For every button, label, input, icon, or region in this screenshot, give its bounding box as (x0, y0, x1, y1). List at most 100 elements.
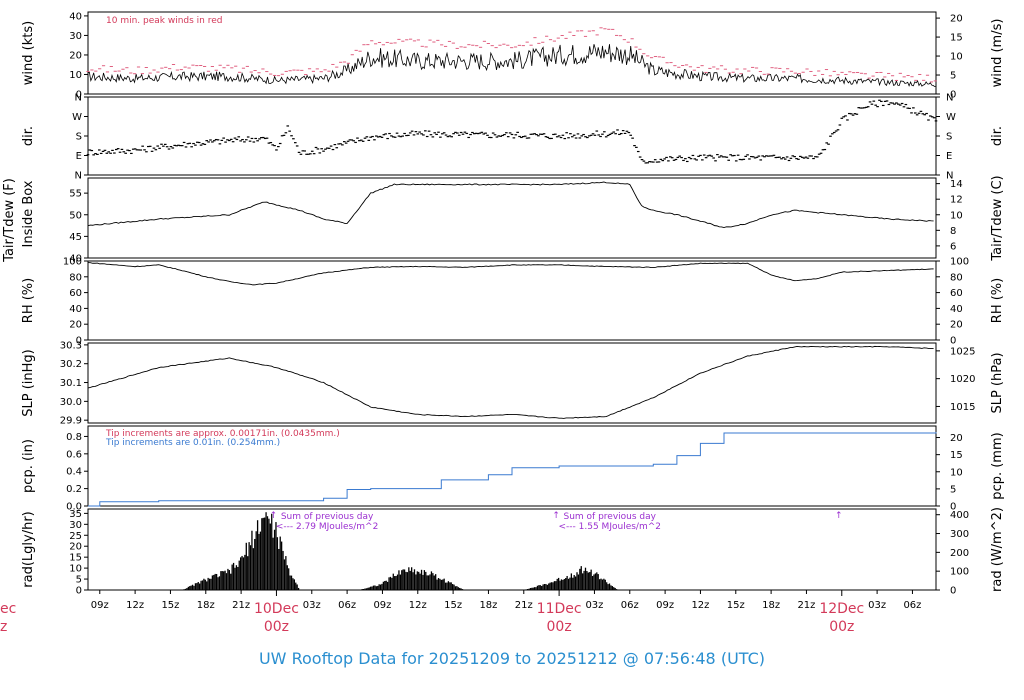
tick-label-left: E (76, 151, 82, 162)
tick-label-right: 10 (950, 210, 963, 221)
tick-label-right: 0 (950, 586, 956, 597)
day-marker: ↑ (270, 511, 278, 521)
tick-label-right: 0 (950, 502, 956, 513)
y-axis-label-right: pcp. (mm) (990, 432, 1005, 499)
tick-label-left: 0.8 (66, 432, 82, 443)
tick-label-left: 40 (69, 304, 82, 315)
tip-increment-note-2: Tip increments are 0.01in. (0.254mm.) (105, 438, 280, 448)
x-tick-label: 09z (91, 600, 109, 611)
tick-label-right: 5 (950, 484, 956, 495)
y-axis-label-left: SLP (inHg) (21, 349, 36, 417)
tick-label-right: 300 (950, 529, 969, 540)
tick-label-left: 29.9 (60, 416, 82, 427)
x-tick-label: 21z (515, 600, 533, 611)
day-label-date: 11Dec (537, 601, 582, 617)
y-axis-label-right: Tair/Tdew (C) (990, 175, 1005, 261)
tick-label-right: W (946, 112, 956, 123)
day-label-hour-cut: z (0, 619, 7, 635)
tick-label-left: 0.6 (66, 449, 82, 460)
x-tick-label: 18z (479, 600, 497, 611)
slp-line (87, 345, 934, 419)
panel-frame-pcp (87, 425, 937, 507)
x-tick-label: 21z (797, 600, 815, 611)
tick-label-right: 200 (950, 548, 969, 559)
x-tick-label: 15z (727, 600, 745, 611)
tick-label-right: 1025 (950, 346, 975, 357)
y-axis-label-left-2: Inside Box (21, 180, 36, 247)
tick-label-left: 30.3 (60, 340, 82, 351)
tick-label-right: N (946, 93, 953, 104)
x-tick-label: 12z (126, 600, 144, 611)
y-axis-label-left: rad(Lgly/hr) (21, 511, 36, 587)
tick-label-right: 15 (950, 33, 963, 44)
day-label-hour: 00z (829, 619, 854, 635)
tick-label-left: 0 (76, 586, 82, 597)
tick-label-right: 10 (950, 467, 963, 478)
wind-peak-note: 10 min. peak winds in red (106, 16, 223, 26)
tick-label-left: 30 (69, 520, 82, 531)
tick-label-left: 20 (69, 320, 82, 331)
tick-label-left: 35 (69, 509, 82, 520)
tick-label-left: 60 (69, 288, 82, 299)
tick-label-right: 80 (950, 272, 963, 283)
tick-label-right: 15 (950, 450, 963, 461)
tick-label-right: 5 (950, 71, 956, 82)
tick-label-left: S (76, 132, 82, 143)
tick-label-right: 1015 (950, 402, 975, 413)
tick-label-left: 45 (69, 232, 82, 243)
tick-label-right: 6 (950, 241, 956, 252)
tick-label-left: 0 (76, 90, 82, 101)
day-label-date-cut: ec (0, 601, 16, 617)
y-axis-label-right: RH (%) (990, 278, 1005, 323)
tick-label-right: 10 (950, 52, 963, 63)
y-axis-label-left: pcp. (in) (21, 439, 36, 493)
x-tick-label: 06z (338, 600, 356, 611)
temp-line (87, 181, 934, 229)
panel-frame-wind (87, 11, 937, 95)
tick-label-right: 20 (950, 433, 963, 444)
y-axis-label-left: Tair/Tdew (F) (2, 178, 17, 263)
tick-label-right: 100 (950, 567, 969, 578)
panel-frame-dir (87, 96, 937, 176)
tick-label-left: 20 (69, 50, 82, 61)
tick-label-left: 10 (69, 70, 82, 81)
tick-label-left: 5 (76, 575, 82, 586)
tick-label-right: 14 (950, 179, 963, 190)
y-axis-label-right: rad (W/m^2) (990, 507, 1005, 592)
y-axis-label-left: dir. (21, 126, 36, 146)
tick-label-left: 10 (69, 564, 82, 575)
x-tick-label: 12z (409, 600, 427, 611)
x-tick-label: 09z (656, 600, 674, 611)
x-tick-label: 15z (161, 600, 179, 611)
tick-label-left: 20 (69, 542, 82, 553)
x-tick-label: 18z (197, 600, 215, 611)
day-label-date: 10Dec (254, 601, 299, 617)
tick-label-left: 0.2 (66, 484, 82, 495)
tick-label-left: 0.4 (66, 467, 82, 478)
tick-label-right: 8 (950, 226, 956, 237)
daily-sum-value: <--- 2.79 MJoules/m^2 (276, 522, 378, 532)
x-tick-label: 03z (303, 600, 321, 611)
x-tick-label: 15z (444, 600, 462, 611)
day-marker: ↑ (835, 511, 843, 521)
x-tick-label: 21z (232, 600, 250, 611)
tick-label-left: 55 (69, 189, 82, 200)
tick-label-left: 0.0 (66, 502, 82, 513)
x-tick-label: 06z (621, 600, 639, 611)
y-axis-label-right: wind (m/s) (990, 19, 1005, 88)
panel-frame-slp (87, 342, 937, 424)
daily-sum-title: Sum of previous day (281, 512, 374, 522)
panel-frame-temp (87, 177, 937, 259)
tick-label-left: N (75, 171, 82, 182)
tick-label-left: 30.0 (60, 397, 82, 408)
tick-label-right: 1020 (950, 374, 975, 385)
y-axis-label-left: RH (%) (21, 278, 36, 323)
tick-label-left: 0 (76, 336, 82, 347)
day-marker: ↑ (552, 511, 560, 521)
daily-sum-value: <--- 1.55 MJoules/m^2 (559, 522, 661, 532)
x-tick-label: 12z (691, 600, 709, 611)
daily-sum-title: Sum of previous day (564, 512, 657, 522)
x-tick-label: 06z (903, 600, 921, 611)
tick-label-left: W (72, 112, 82, 123)
